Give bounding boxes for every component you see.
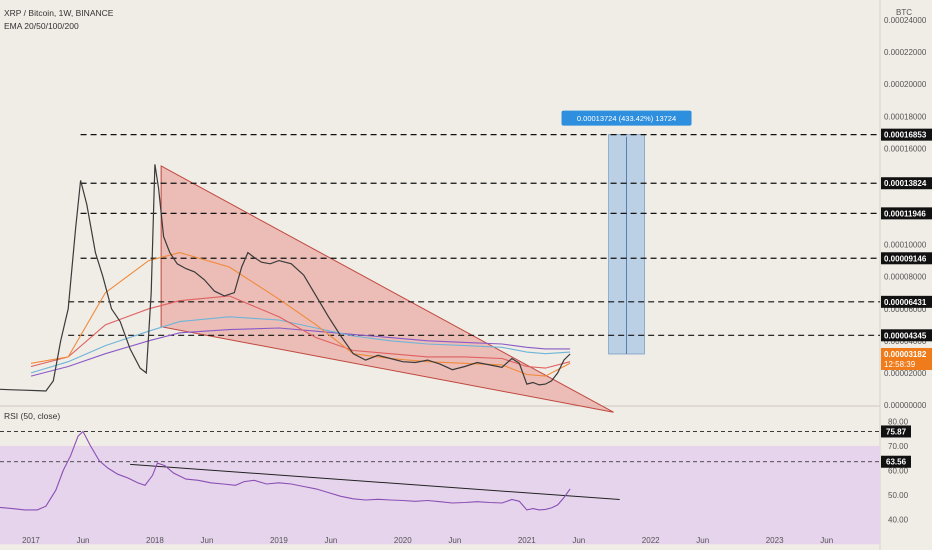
price-tick-label: 0.00018000 (884, 112, 927, 121)
price-tick-label: 0.00020000 (884, 80, 927, 89)
rsi-level-label: 75.87 (886, 427, 907, 436)
level-tag (881, 295, 932, 308)
chart-title: XRP / Bitcoin, 1W, BINANCE (4, 8, 114, 18)
time-tick-label: Jun (201, 536, 214, 545)
price-line (0, 164, 571, 392)
price-tick-label: 0.00006000 (884, 305, 927, 314)
level-tag (881, 329, 932, 342)
level-tag-label: 0.00009146 (884, 254, 927, 263)
rsi-level-tag (881, 425, 911, 438)
time-tick-label: Jun (696, 536, 709, 545)
rsi-tick-label: 70.00 (888, 442, 909, 451)
time-tick-label: 2023 (766, 536, 784, 545)
ema200-line (30, 327, 571, 377)
current-price-tag (881, 347, 932, 370)
rsi-label: RSI (50, close) (4, 411, 61, 421)
rsi-level-label: 63.56 (886, 458, 907, 467)
level-tag-label: 0.00011946 (884, 209, 926, 218)
ema100-line (30, 316, 571, 374)
falling-wedge (160, 165, 614, 413)
current-price-label: 0.00003182 (884, 350, 927, 359)
level-tag (881, 252, 932, 265)
rsi-tick-label: 50.00 (888, 491, 909, 500)
rsi-tick-label: 40.00 (888, 516, 909, 525)
price-tick-label: 0.00024000 (884, 16, 927, 25)
price-tick-label: 0.00004000 (884, 337, 927, 346)
time-tick-label: Jun (448, 536, 461, 545)
projection-label: 0.00013724 (433.42%) 13724 (577, 114, 676, 123)
time-tick-label: 2017 (22, 536, 40, 545)
rsi-trendline (130, 463, 620, 501)
ema20-line (30, 252, 571, 377)
level-tag-label: 0.00013824 (884, 179, 927, 188)
time-tick-label: Jun (77, 536, 90, 545)
indicator-label: EMA 20/50/100/200 (4, 21, 79, 31)
ema50-line (30, 295, 571, 369)
level-tag-label: 0.00004345 (884, 331, 927, 340)
level-tag (881, 177, 932, 190)
price-tick-label: 0.00016000 (884, 144, 927, 153)
rsi-line (0, 430, 571, 511)
countdown-label: 12:58:39 (884, 360, 916, 369)
time-tick-label: 2021 (518, 536, 536, 545)
time-tick-label: 2019 (270, 536, 288, 545)
level-tag-label: 0.00006431 (884, 298, 927, 307)
price-tick-label: 0.00008000 (884, 273, 927, 282)
time-tick-label: Jun (572, 536, 585, 545)
rsi-tick-label: 80.00 (888, 417, 909, 426)
level-tag (881, 207, 932, 220)
price-tick-label: 0.00010000 (884, 241, 927, 250)
time-tick-label: Jun (324, 536, 337, 545)
price-tick-label: 0.00000000 (884, 401, 927, 410)
rsi-tick-label: 60.00 (888, 467, 909, 476)
price-tick-label: 0.00022000 (884, 48, 927, 57)
time-tick-label: 2022 (642, 536, 660, 545)
price-tick-label: 0.00002000 (884, 369, 927, 378)
level-tag-label: 0.00016853 (884, 131, 927, 140)
time-tick-label: 2020 (394, 536, 412, 545)
time-tick-label: Jun (820, 536, 833, 545)
rsi-level-tag (881, 455, 911, 468)
rsi-band (0, 445, 880, 545)
time-tick-label: 2018 (146, 536, 164, 545)
projection-label-box (561, 110, 692, 126)
level-tag (881, 128, 932, 141)
currency-label: BTC (896, 8, 912, 17)
